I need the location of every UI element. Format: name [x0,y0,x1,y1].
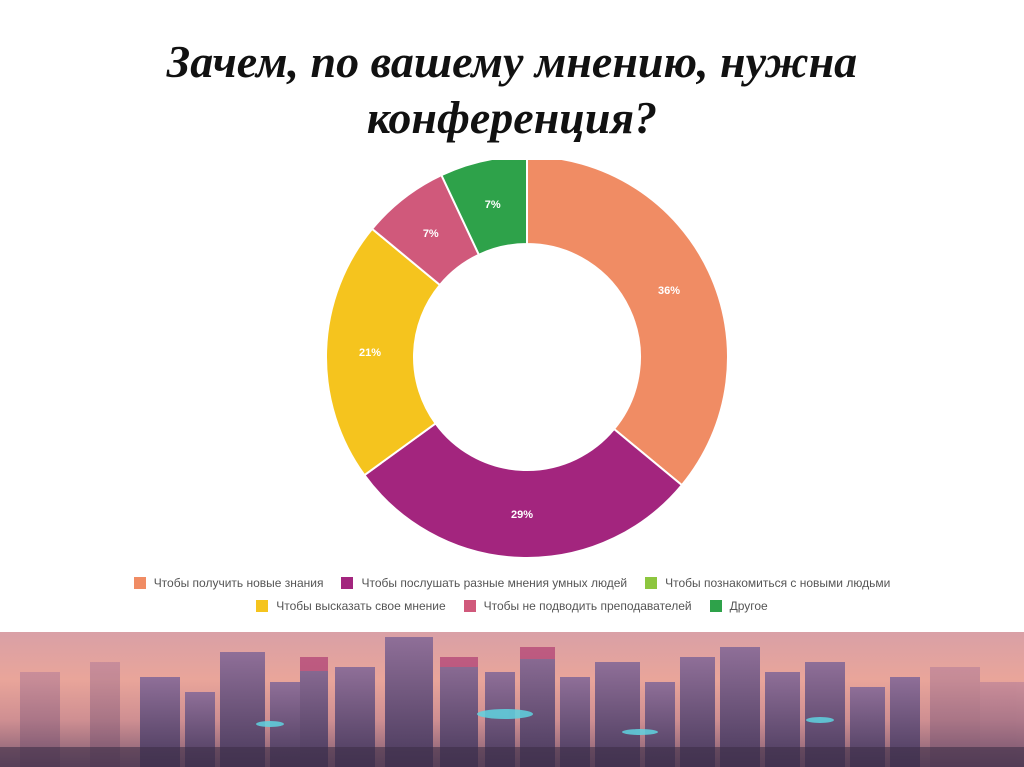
legend-item: Другое [709,599,768,613]
legend-label: Чтобы послушать разные мнения умных люде… [361,576,628,590]
slice-value-label: 36% [658,285,680,297]
legend-item: Чтобы получить новые знания [133,576,324,590]
slice-value-label: 7% [485,199,501,211]
legend-swatch-icon [133,577,146,589]
slide-title: Зачем, по вашему мнению, нужна конференц… [0,34,1024,146]
legend-label: Другое [729,599,768,613]
slide-title-line1: Зачем, по вашему мнению, нужна [166,36,858,87]
donut-slice [440,160,528,257]
legend-row-1: Чтобы получить новые знания Чтобы послуш… [0,576,1024,590]
slice-value-label: 29% [511,509,533,521]
legend-item: Чтобы послушать разные мнения умных люде… [341,576,627,590]
donut-slice [362,422,684,559]
donut-chart: 36% 29% 21% 7% 7% [325,160,729,559]
legend-swatch-icon [341,577,354,589]
chart-legend: Чтобы получить новые знания Чтобы послуш… [0,576,1024,622]
slice-value-label: 21% [359,347,381,359]
slide-title-line2: конференция? [366,92,658,143]
legend-item: Чтобы не подводить преподавателей [463,599,692,613]
legend-item: Чтобы познакомиться с новыми людьми [645,576,890,590]
legend-label: Чтобы не подводить преподавателей [483,599,692,613]
legend-row-2: Чтобы высказать свое мнение Чтобы не под… [0,599,1024,613]
legend-swatch-icon [256,600,269,612]
legend-swatch-icon [463,600,476,612]
donut-slice [325,227,442,477]
city-skyline-icon [0,637,1024,767]
legend-item: Чтобы высказать свое мнение [256,599,446,613]
city-skyline-banner [0,632,1024,767]
legend-swatch-icon [645,577,658,589]
legend-label: Чтобы получить новые знания [153,576,324,590]
donut-slice [526,160,729,487]
legend-label: Чтобы познакомиться с новыми людьми [665,576,891,590]
legend-label: Чтобы высказать свое мнение [276,599,446,613]
slice-value-label: 7% [423,228,439,240]
legend-swatch-icon [709,600,722,612]
